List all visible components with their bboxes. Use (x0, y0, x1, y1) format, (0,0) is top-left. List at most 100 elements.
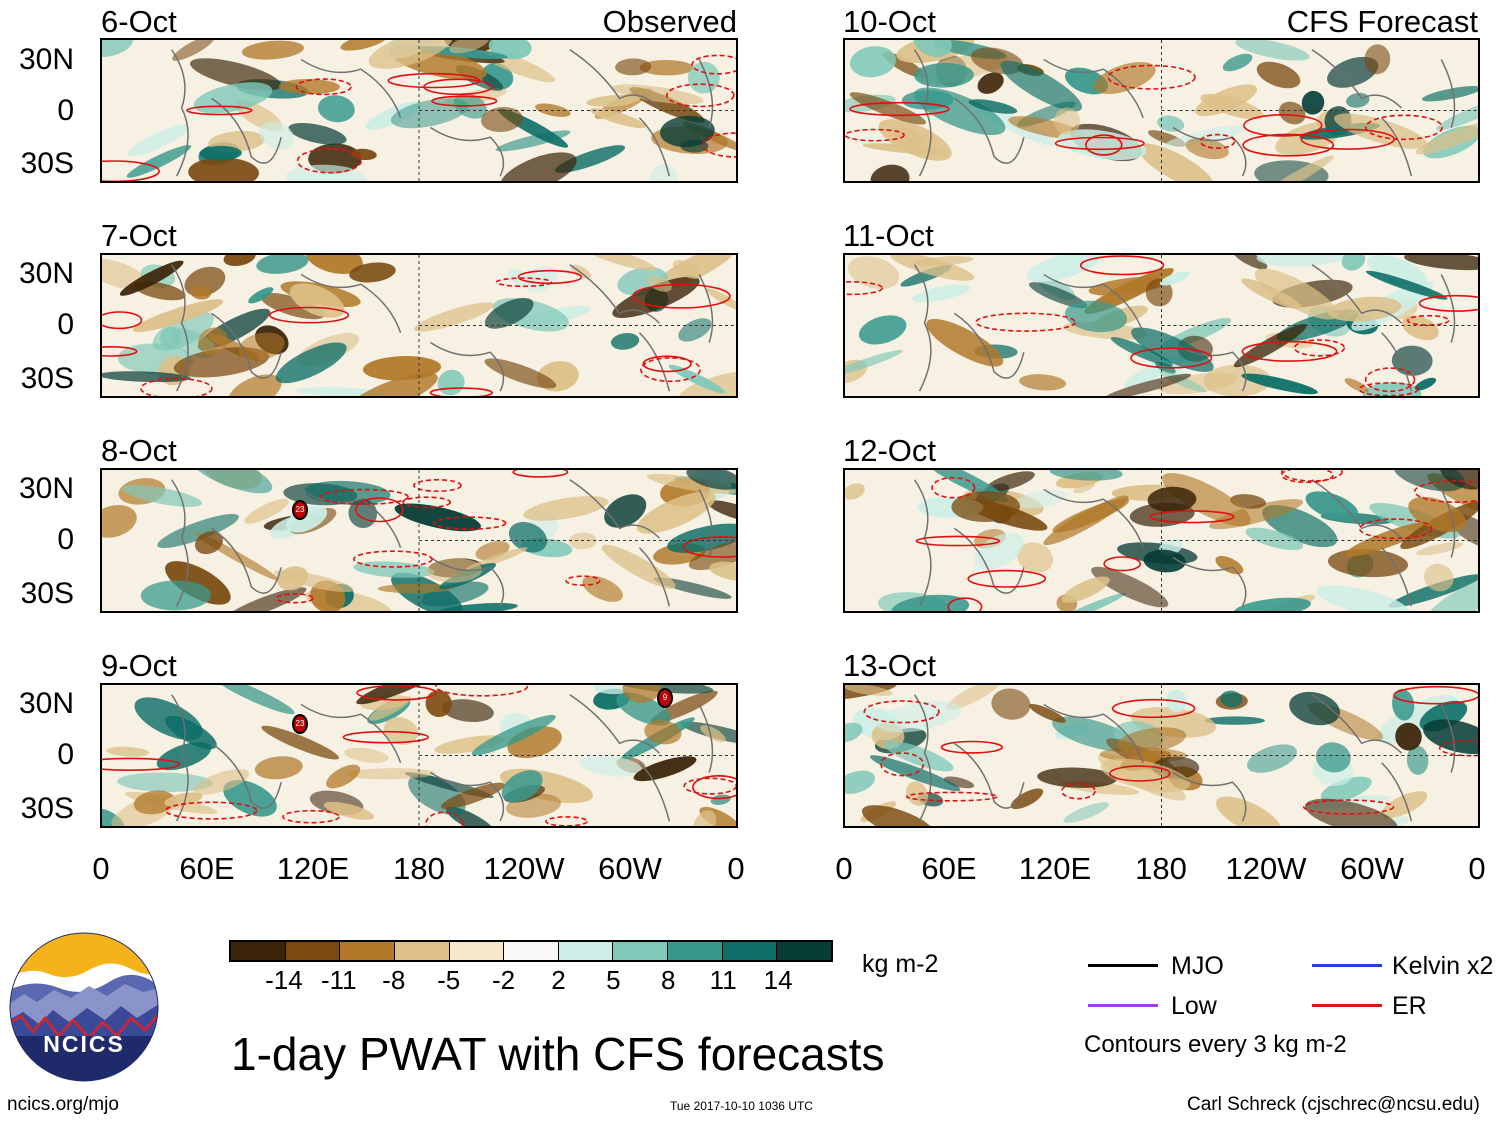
er-contour (402, 496, 452, 509)
coastline (430, 556, 505, 607)
pwat-anomaly-blob (911, 284, 971, 303)
pwat-anomaly-blob (1388, 574, 1478, 608)
coastline (569, 694, 660, 754)
pwat-anomaly-blob (1423, 563, 1454, 592)
pwat-anomaly-blob (672, 260, 702, 279)
er-contour (1079, 255, 1165, 276)
coastline (1311, 49, 1403, 109)
er-contour (1242, 133, 1335, 157)
er-contour (102, 160, 160, 181)
pwat-anomaly-blob (1256, 255, 1353, 267)
pwat-anomaly-blob (1091, 566, 1169, 608)
er-contour (495, 277, 553, 288)
pwat-anomaly-blob (288, 122, 347, 145)
pwat-anomaly-blob (1158, 372, 1238, 395)
footer-url[interactable]: ncics.org/mjo (7, 1094, 119, 1115)
coastline (953, 312, 1025, 379)
lon-label-obs-180: 180 (393, 851, 445, 886)
pwat-anomaly-blob (700, 725, 726, 743)
er-contour (1300, 128, 1395, 150)
lon-label-fc-0: 0 (835, 851, 853, 886)
coastline (300, 273, 402, 334)
pwat-anomaly-blob (706, 288, 736, 312)
pwat-anomaly-blob (582, 575, 623, 602)
er-contour (413, 479, 462, 492)
lat-label-30s-r4: 30S (20, 792, 74, 825)
pwat-anomaly-blob (1232, 255, 1268, 270)
er-contour (102, 311, 143, 330)
coastline (211, 742, 282, 809)
lon-label-obs-120e: 120E (276, 851, 350, 886)
pwat-anomaly-blob (1203, 364, 1272, 396)
er-contour (931, 476, 976, 499)
er-contour (1358, 518, 1433, 540)
lon-label-fc-120w: 120W (1225, 851, 1307, 886)
lat-label-eq-r1: 0 (57, 94, 74, 127)
pwat-anomaly-blob (480, 107, 523, 132)
date-label-fc-3: 12-Oct (843, 433, 937, 468)
storm-marker-label: 23 (295, 719, 305, 728)
lat-label-eq-r2: 0 (57, 308, 74, 341)
pwat-anomaly-blob (991, 688, 1031, 720)
pwat-anomaly-blob (849, 92, 927, 125)
pwat-anomaly-blob (383, 717, 419, 745)
pwat-anomaly-blob (1064, 300, 1128, 333)
pwat-anomaly-blob (188, 470, 273, 494)
pwat-anomaly-blob (1278, 101, 1306, 125)
pwat-anomaly-blob (709, 561, 736, 581)
pwat-anomaly-blob (1017, 542, 1054, 573)
coastline (1311, 694, 1403, 754)
coastline (1043, 273, 1144, 334)
lat-label-eq-r4: 0 (57, 738, 74, 771)
pwat-anomaly-blob (464, 547, 528, 572)
er-contour (102, 757, 181, 771)
lon-label-fc-60w: 60W (1340, 851, 1404, 886)
lon-label-obs-0-end: 0 (727, 851, 745, 886)
coastline (638, 547, 671, 607)
er-contour (947, 597, 983, 611)
pwat-anomaly-blob (1131, 327, 1214, 372)
er-contour (632, 283, 731, 309)
pwat-anomaly-blob (134, 697, 203, 741)
coastline (698, 59, 714, 128)
pwat-anomaly-blob (891, 594, 970, 611)
er-contour (356, 685, 438, 701)
legend-label-kelvin: Kelvin x2 (1392, 952, 1494, 980)
pwat-anomaly-blob (117, 772, 213, 792)
er-contour (353, 550, 433, 568)
er-contour (1109, 765, 1171, 782)
date-label-obs-1: 6-Oct (101, 4, 177, 39)
colorbar-swatch (612, 942, 668, 960)
storm-marker-23-b: 23 (292, 714, 308, 734)
pwat-anomaly-blob (1402, 315, 1439, 341)
pwat-anomaly-blob (1026, 255, 1100, 282)
er-contour (102, 346, 138, 357)
pwat-map (102, 40, 736, 181)
map-panel-obs-3 (100, 468, 738, 613)
pwat-anomaly-blob (845, 770, 876, 794)
pwat-anomaly-blob (1215, 555, 1244, 575)
pwat-anomaly-blob (858, 315, 907, 345)
pwat-anomaly-blob (586, 94, 640, 107)
pwat-anomaly-blob (644, 720, 682, 745)
coastline (569, 479, 660, 539)
pwat-anomaly-blob (368, 40, 453, 69)
coastline (1440, 59, 1456, 128)
pwat-anomaly-blob (1364, 44, 1391, 75)
coastline (698, 704, 714, 773)
pwat-anomaly-blob (1301, 90, 1325, 115)
pwat-anomaly-blob (926, 318, 1004, 367)
colorbar-swatch (776, 942, 832, 960)
date-label-fc-4: 13-Oct (843, 648, 937, 683)
pwat-anomaly-blob (660, 115, 715, 148)
legend-line-mjo (1088, 964, 1158, 967)
colorbar-swatch (721, 942, 777, 960)
coastline (1043, 58, 1144, 119)
pwat-anomaly-blob (449, 40, 490, 54)
coastline (1172, 341, 1247, 392)
pwat-anomaly-blob (434, 735, 505, 754)
ncics-logo-graphic (9, 932, 159, 1082)
er-contour (940, 740, 1003, 754)
pwat-anomaly-blob (604, 494, 647, 528)
coastline (211, 312, 282, 379)
